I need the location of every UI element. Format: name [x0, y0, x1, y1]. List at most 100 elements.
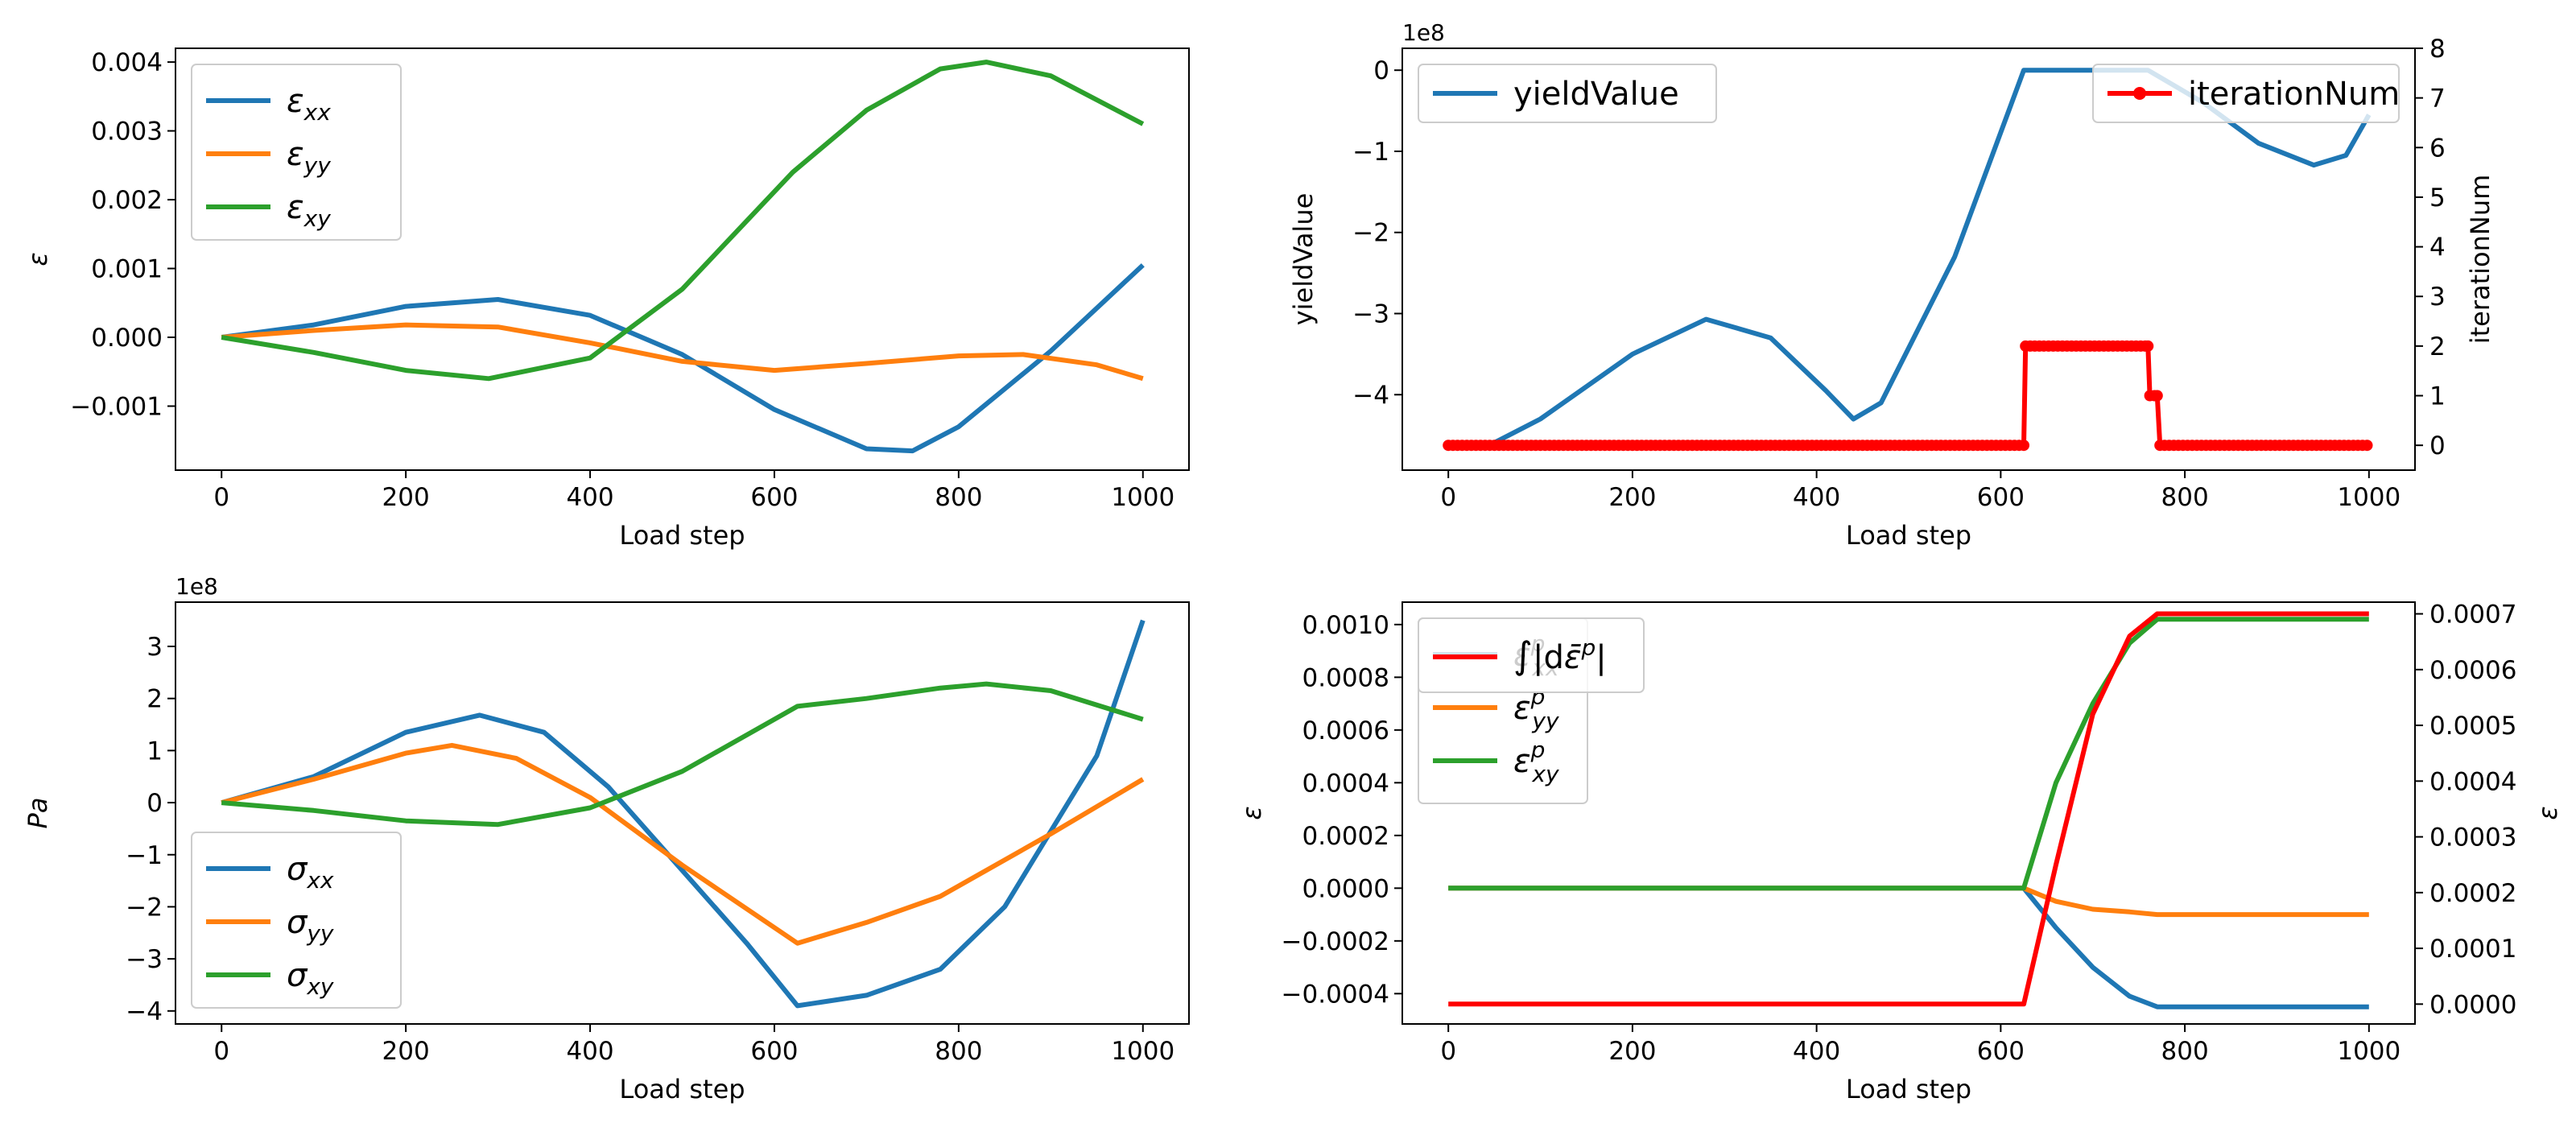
y-tick-label: −0.001: [70, 393, 163, 422]
series-line-0: [1448, 886, 2369, 1009]
y-tick-label: −0.0002: [1282, 927, 1389, 956]
plastic-strain-panel: 0 200 400 600 800 1000 −0.0004 −0.0002 0.0000 0.0…: [1236, 601, 2563, 1104]
x-axis-label: Load step: [619, 520, 745, 551]
x-tick-label: 400: [1793, 483, 1840, 512]
series-line-2: [1448, 617, 2369, 891]
y-axis-label: ε: [1236, 806, 1267, 819]
y-axis-label: Pa: [23, 798, 53, 829]
iteration-marker: [2018, 440, 2029, 452]
series-group: [221, 60, 1145, 454]
x-tick-label: 400: [1793, 1037, 1840, 1066]
legend-frame: [2092, 64, 2400, 123]
x-tick-label: 0: [213, 1037, 229, 1066]
legend-label: σxy: [287, 957, 334, 1000]
y-tick-label: −1: [126, 841, 163, 870]
y-tick-label: −3: [1352, 300, 1389, 329]
series-line-0: [221, 619, 1146, 1009]
y-tick-label: 0.002: [91, 186, 163, 215]
y-right-tick-label: 2: [2429, 332, 2446, 361]
y-right-tick-label: 0.0007: [2429, 601, 2516, 630]
y-tick-label: 0.001: [91, 255, 163, 284]
axes-frame: [175, 601, 1190, 1025]
x-tick-label: 800: [2161, 1037, 2209, 1066]
legend-label: εp xy: [1513, 737, 1559, 787]
y-tick-label: −4: [1352, 381, 1389, 410]
series-line-2: [221, 60, 1145, 382]
y-tick-label: 0.0006: [1302, 716, 1389, 745]
x-tick-label: 800: [935, 483, 982, 512]
x-tick-label: 400: [566, 483, 613, 512]
iteration-marker: [2142, 340, 2154, 352]
x-tick-label: 1000: [1111, 1037, 1174, 1066]
y-right-tick-label: 0.0000: [2429, 990, 2516, 1019]
axes-frame: [1402, 601, 2416, 1025]
series-markers-1: [1443, 340, 2373, 452]
offset-multiplier: 1e8: [175, 573, 218, 600]
series-line-0: [221, 263, 1145, 454]
y-right-tick-label: 5: [2429, 184, 2446, 213]
y-tick-label: 0: [1373, 56, 1389, 85]
y-right-tick-label: 0.0005: [2429, 712, 2516, 741]
y-tick-label: −2: [1352, 219, 1389, 248]
y-right-tick-label: 0.0006: [2429, 656, 2516, 685]
y-right-tick-label: 7: [2429, 85, 2446, 114]
legend-label: yieldValue: [1513, 76, 1679, 113]
x-tick-label: 1000: [2337, 483, 2401, 512]
x-tick-label: 200: [382, 1037, 430, 1066]
legend-marker: [2133, 87, 2146, 100]
y-tick-label: 0.0004: [1302, 769, 1389, 798]
legend-label: εxx: [287, 83, 331, 126]
legend-left: yieldValue: [1418, 64, 1717, 123]
x-tick-label: 800: [935, 1037, 982, 1066]
x-tick-label: 200: [1608, 1037, 1656, 1066]
x-tick-label: 1000: [1111, 483, 1174, 512]
y-tick-label: −3: [126, 945, 163, 974]
y-tick-label: 0.0002: [1302, 822, 1389, 851]
legend-right: iterationNum: [2092, 64, 2400, 123]
y-tick-label: 2: [147, 685, 163, 714]
y-tick-label: 0: [147, 789, 163, 818]
series-group: [1448, 611, 2369, 1009]
x-tick-label: 800: [2161, 483, 2209, 512]
y-tick-label: −1: [1352, 138, 1389, 167]
x-tick-label: 400: [566, 1037, 613, 1066]
y-tick-label: −2: [126, 893, 163, 922]
x-tick-label: 600: [750, 483, 798, 512]
legend-frame: [191, 64, 402, 241]
legend: σxx σyy σxy: [191, 832, 402, 1009]
series-line-1: [221, 322, 1144, 382]
legend-label: ∫|dε̄p|: [1513, 634, 1607, 677]
stress-panel: 0 200 400 600 800 1000 −4 −3 −2 −1 0 1 2 3 Load step Pa…: [23, 573, 1190, 1104]
x-tick-label: 0: [213, 483, 229, 512]
strain-panel: 0 200 400 600 800 1000 −0.001 0.000 0.001 0.002 0.…: [23, 47, 1190, 551]
y-right-axis-label: iterationNum: [2465, 175, 2496, 345]
y-right-tick-label: 8: [2429, 35, 2446, 64]
y-right-tick-label: 0.0001: [2429, 935, 2516, 964]
series-line-1: [1448, 886, 2369, 918]
y-right-tick-label: 0.0002: [2429, 879, 2516, 908]
series-group: [1443, 68, 2373, 452]
y-tick-label: 1: [147, 737, 163, 766]
y-right-axis-label: ε: [2533, 806, 2563, 819]
x-axis-label: Load step: [1846, 1074, 1971, 1104]
x-tick-label: 600: [1977, 483, 2025, 512]
x-axis-label: Load step: [619, 1074, 745, 1104]
legend-frame: [191, 832, 402, 1009]
legend-right-series: ∫|dε̄p|: [1418, 617, 1645, 693]
y-tick-label: −0.0004: [1282, 980, 1389, 1009]
legend-label: εyy: [287, 136, 331, 179]
legend: εxx εyy εxy: [191, 64, 402, 241]
legend-frame: [1418, 617, 1645, 693]
y-tick-label: 0.003: [91, 118, 163, 147]
y-right-tick-label: 3: [2429, 283, 2446, 312]
series-line-1: [221, 742, 1145, 946]
x-tick-label: 200: [1608, 483, 1656, 512]
yield-iteration-panel: 0 200 400 600 800 1000 −4 −3 −2 −1 0 0 1 2 3 4 5 6 7 8 Load …: [1288, 19, 2496, 551]
series-line-1: [1448, 343, 2369, 448]
y-right-tick-label: 4: [2429, 233, 2446, 262]
legend-label: iterationNum: [2188, 76, 2400, 113]
y-tick-label: 3: [147, 633, 163, 662]
x-tick-label: 600: [1977, 1037, 2025, 1066]
legend-frame: [1418, 64, 1717, 123]
